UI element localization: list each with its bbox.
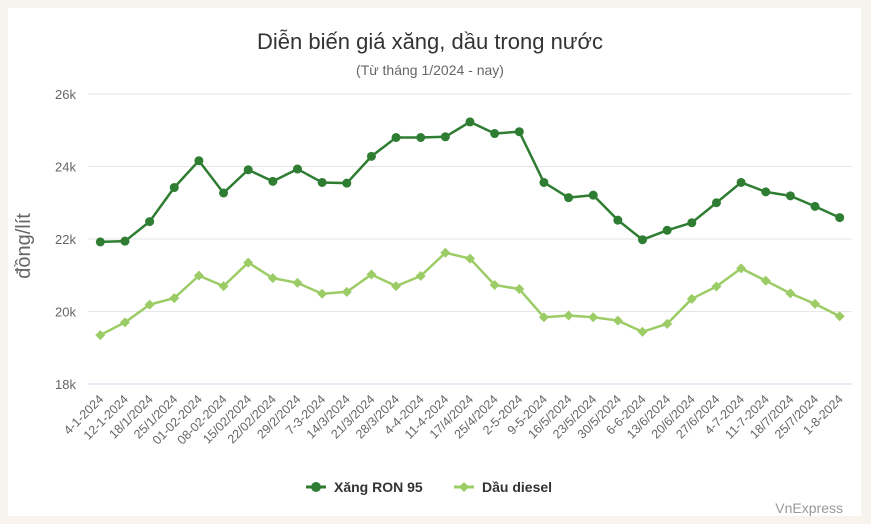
data-point[interactable] <box>687 218 697 228</box>
series-line <box>100 120 841 244</box>
x-axis-ticks: 4-1-202412-1-202418/1/202425/1/202401-02… <box>61 392 846 447</box>
data-point[interactable] <box>292 277 303 288</box>
data-point[interactable] <box>588 190 598 200</box>
data-point[interactable] <box>292 164 302 174</box>
data-point[interactable] <box>785 191 795 201</box>
series-group <box>95 117 845 341</box>
data-point[interactable] <box>538 312 549 323</box>
legend-item-diesel[interactable]: Dầu diesel <box>454 479 552 495</box>
data-point[interactable] <box>490 129 500 139</box>
data-point[interactable] <box>465 117 475 127</box>
data-point[interactable] <box>662 225 672 235</box>
legend-label-diesel: Dầu diesel <box>482 479 552 495</box>
legend-marker-diesel <box>459 482 469 492</box>
legend-label-ron95: Xăng RON 95 <box>334 479 423 495</box>
data-point[interactable] <box>219 188 229 198</box>
data-point[interactable] <box>514 284 525 295</box>
data-point[interactable] <box>243 257 254 268</box>
data-point[interactable] <box>391 281 402 292</box>
data-point[interactable] <box>267 273 278 284</box>
data-point[interactable] <box>120 236 130 246</box>
data-point[interactable] <box>317 177 327 187</box>
data-point[interactable] <box>711 281 722 292</box>
data-point[interactable] <box>440 247 451 258</box>
data-point[interactable] <box>662 318 673 329</box>
data-point[interactable] <box>95 330 106 341</box>
data-point[interactable] <box>194 156 204 166</box>
chart-subtitle: (Từ tháng 1/2024 - nay) <box>356 62 504 78</box>
data-point[interactable] <box>637 326 648 337</box>
gridlines <box>88 93 852 385</box>
data-point[interactable] <box>514 127 524 137</box>
data-point[interactable] <box>95 237 105 247</box>
y-tick-label: 24k <box>55 160 76 175</box>
data-point[interactable] <box>366 269 377 280</box>
legend: Xăng RON 95 Dầu diesel <box>306 479 552 495</box>
legend-item-ron95[interactable]: Xăng RON 95 <box>306 479 423 495</box>
data-point[interactable] <box>736 177 746 187</box>
data-point[interactable] <box>736 263 747 274</box>
data-point[interactable] <box>564 193 574 203</box>
credit-label: VnExpress <box>775 500 843 516</box>
series-1 <box>95 247 845 341</box>
chart-container: Diễn biến giá xăng, dầu trong nước (Từ t… <box>8 8 861 516</box>
data-point[interactable] <box>317 288 328 299</box>
data-point[interactable] <box>366 151 376 161</box>
y-axis-ticks: 18k 20k 22k 24k 26k <box>55 87 76 392</box>
chart-title: Diễn biến giá xăng, dầu trong nước <box>257 29 603 54</box>
data-point[interactable] <box>539 177 549 187</box>
data-point[interactable] <box>440 132 450 142</box>
data-point[interactable] <box>391 133 401 142</box>
data-point[interactable] <box>761 187 771 197</box>
data-point[interactable] <box>342 178 352 188</box>
data-point[interactable] <box>760 275 771 286</box>
data-point[interactable] <box>268 176 278 186</box>
data-point[interactable] <box>119 317 130 328</box>
series-0 <box>95 117 845 247</box>
data-point[interactable] <box>193 270 204 281</box>
data-point[interactable] <box>563 310 574 321</box>
y-axis-label: đồng/lít <box>13 213 35 279</box>
legend-marker-ron95 <box>311 482 321 492</box>
data-point[interactable] <box>489 280 500 291</box>
y-tick-label: 22k <box>55 232 76 247</box>
data-point[interactable] <box>612 315 623 326</box>
data-point[interactable] <box>169 183 179 193</box>
line-chart: Diễn biến giá xăng, dầu trong nước (Từ t… <box>13 29 852 516</box>
data-point[interactable] <box>218 281 229 292</box>
data-point[interactable] <box>416 133 426 142</box>
y-tick-label: 18k <box>55 377 76 392</box>
data-point[interactable] <box>144 299 155 310</box>
data-point[interactable] <box>613 215 623 225</box>
data-point[interactable] <box>145 217 155 227</box>
data-point[interactable] <box>588 312 599 323</box>
data-point[interactable] <box>810 298 821 309</box>
data-point[interactable] <box>638 235 648 245</box>
data-point[interactable] <box>465 253 475 264</box>
data-point[interactable] <box>834 311 845 322</box>
data-point[interactable] <box>785 288 796 299</box>
data-point[interactable] <box>415 270 426 281</box>
data-point[interactable] <box>169 293 180 304</box>
data-point[interactable] <box>810 201 820 211</box>
data-point[interactable] <box>686 293 697 304</box>
data-point[interactable] <box>711 198 721 208</box>
data-point[interactable] <box>243 165 253 175</box>
data-point[interactable] <box>341 286 352 297</box>
data-point[interactable] <box>835 213 845 223</box>
series-line <box>99 251 841 337</box>
y-tick-label: 26k <box>55 87 76 102</box>
y-tick-label: 20k <box>55 305 76 320</box>
